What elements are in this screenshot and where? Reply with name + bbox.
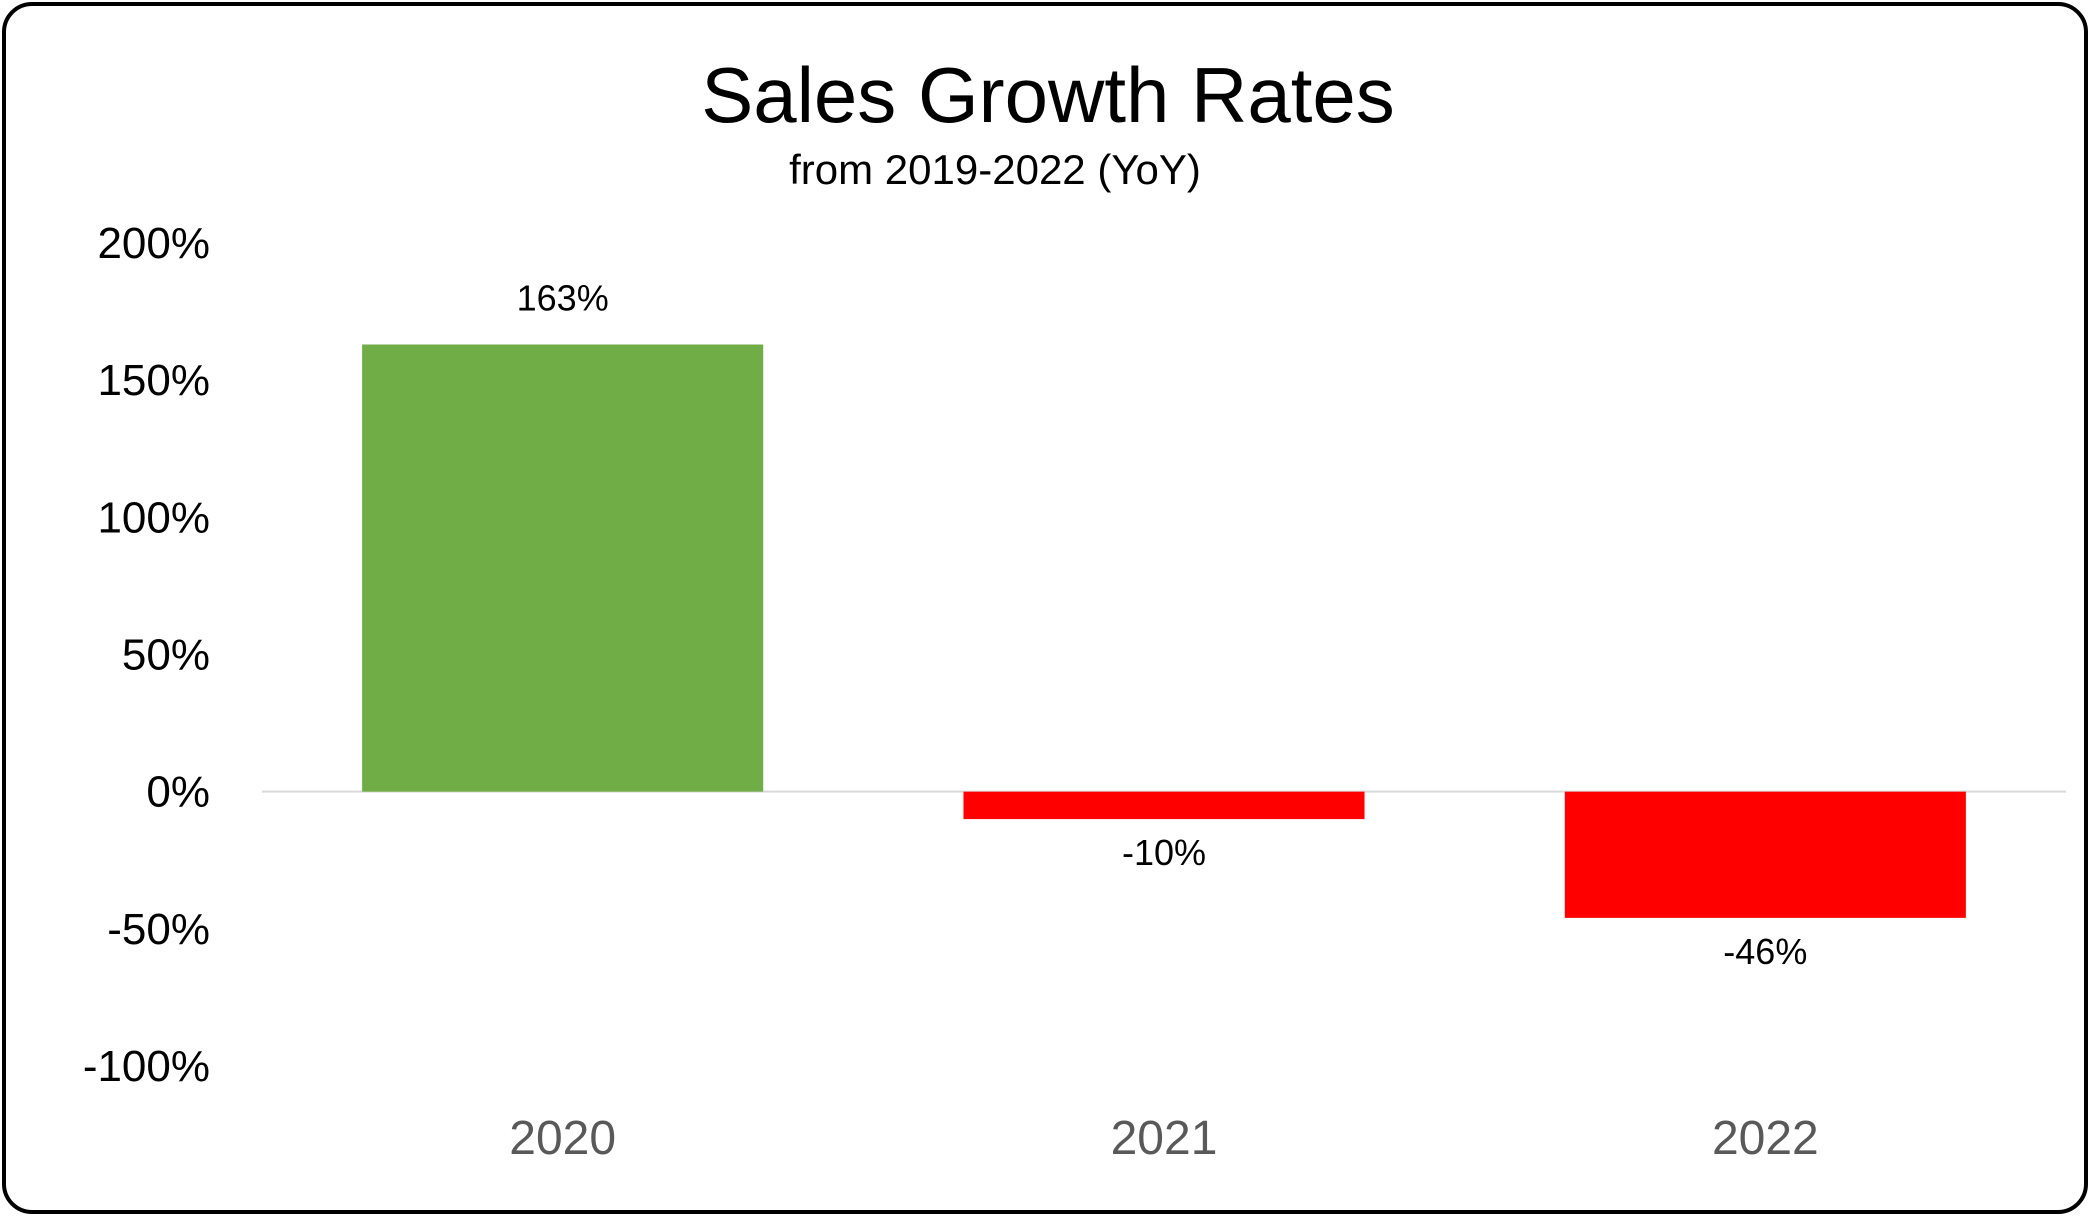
- y-tick-label: 200%: [97, 219, 210, 268]
- data-labels: 163% -10% -46%: [517, 278, 1808, 972]
- chart-subtitle: from 2019-2022 (YoY): [789, 146, 1201, 193]
- y-tick-label: -100%: [83, 1042, 210, 1091]
- bar-2020: [362, 344, 764, 792]
- y-tick-label: 50%: [122, 631, 210, 680]
- y-tick-label: 100%: [97, 493, 210, 542]
- data-label-2021: -10%: [1122, 832, 1206, 873]
- bar-2021: [963, 791, 1365, 820]
- x-axis: 2020 2021 2022: [509, 1112, 1818, 1165]
- bar-2022: [1564, 791, 1966, 918]
- x-tick-label-2021: 2021: [1111, 1112, 1218, 1165]
- y-tick-label: 150%: [97, 356, 210, 405]
- y-tick-label: 0%: [146, 768, 210, 817]
- data-label-2022: -46%: [1723, 931, 1807, 972]
- bars: [362, 344, 1966, 918]
- y-axis: 200% 150% 100% 50% 0% -50% -100%: [83, 219, 210, 1091]
- x-tick-label-2022: 2022: [1712, 1112, 1819, 1165]
- chart-title: Sales Growth Rates: [701, 51, 1395, 139]
- data-label-2020: 163%: [517, 278, 609, 319]
- y-tick-label: -50%: [107, 905, 210, 954]
- x-tick-label-2020: 2020: [509, 1112, 616, 1165]
